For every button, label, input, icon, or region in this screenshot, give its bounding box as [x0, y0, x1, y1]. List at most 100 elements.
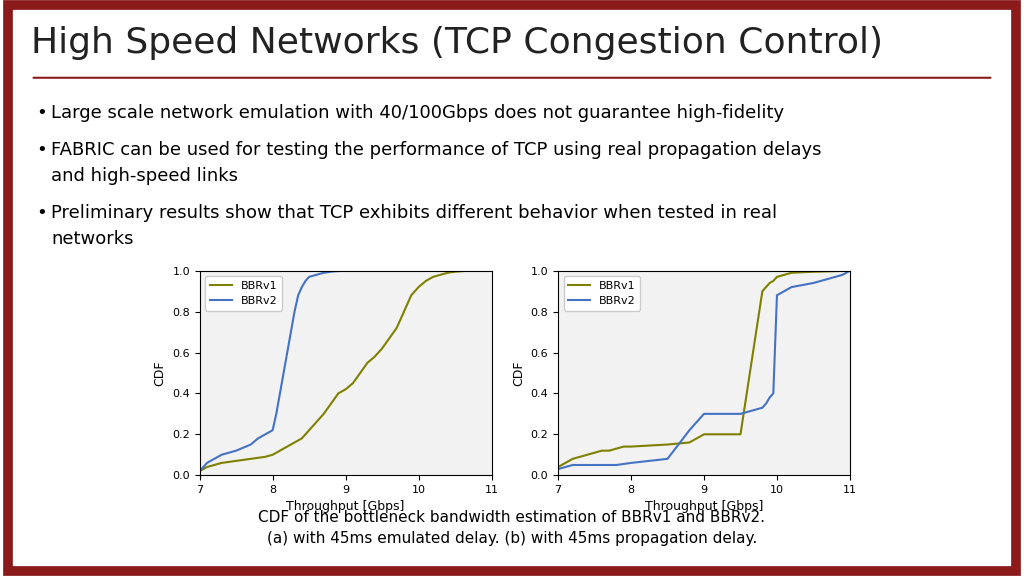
Line: BBRv1: BBRv1	[200, 271, 470, 471]
BBRv1	[687, 437, 699, 444]
BBRv1	[347, 380, 359, 386]
BBRv2	[610, 461, 623, 468]
BBRv1	[785, 270, 798, 276]
BBRv2	[778, 288, 791, 295]
BBRv2	[281, 349, 293, 356]
BBRv2	[837, 271, 849, 278]
BBRv2	[278, 370, 290, 377]
BBRv1	[596, 447, 608, 454]
BBRv1	[413, 283, 425, 290]
Text: •: •	[36, 204, 46, 222]
BBRv1	[807, 268, 819, 275]
BBRv2	[215, 452, 227, 458]
BBRv2	[690, 419, 702, 426]
BBRv1	[464, 267, 476, 274]
BBRv2	[340, 267, 352, 274]
BBRv2	[270, 410, 283, 417]
Line: BBRv1: BBRv1	[558, 271, 850, 467]
BBRv2	[201, 460, 213, 467]
BBRv1	[778, 271, 791, 278]
BBRv1	[332, 390, 344, 397]
Text: •: •	[36, 141, 46, 159]
BBRv1	[690, 435, 702, 442]
BBRv1	[296, 435, 308, 442]
BBRv2	[785, 283, 798, 290]
BBRv1	[771, 274, 783, 281]
BBRv2	[266, 427, 279, 434]
BBRv2	[273, 390, 286, 397]
BBRv2	[259, 431, 271, 438]
BBRv1	[289, 439, 301, 446]
BBRv2	[771, 292, 783, 299]
BBRv2	[252, 435, 264, 442]
Text: Large scale network emulation with 40/100Gbps does not guarantee high-fidelity: Large scale network emulation with 40/10…	[51, 104, 784, 122]
BBRv2	[332, 268, 344, 275]
BBRv1	[698, 431, 711, 438]
BBRv1	[230, 457, 243, 464]
Text: CDF of the bottleneck bandwidth estimation of BBRv1 and BBRv2.: CDF of the bottleneck bandwidth estimati…	[258, 510, 766, 525]
BBRv1	[198, 465, 210, 472]
BBRv2	[285, 328, 297, 335]
BBRv1	[273, 447, 286, 454]
BBRv2	[303, 274, 315, 281]
BBRv2	[734, 410, 746, 417]
BBRv1	[266, 452, 279, 458]
X-axis label: Throughput [Gbps]: Throughput [Gbps]	[645, 501, 763, 513]
BBRv2	[760, 400, 772, 407]
BBRv1	[844, 267, 856, 274]
BBRv2	[230, 447, 243, 454]
BBRv2	[844, 267, 856, 274]
BBRv2	[289, 308, 301, 315]
BBRv2	[822, 275, 835, 282]
BBRv1	[625, 443, 637, 450]
BBRv2	[683, 427, 695, 434]
BBRv1	[383, 335, 395, 342]
BBRv1	[398, 308, 411, 315]
BBRv1	[617, 443, 630, 450]
BBRv1	[354, 370, 367, 377]
BBRv2	[589, 461, 601, 468]
Y-axis label: CDF: CDF	[154, 360, 167, 386]
BBRv2	[194, 468, 206, 475]
Text: networks: networks	[51, 230, 134, 248]
BBRv1	[325, 400, 337, 407]
BBRv1	[559, 460, 571, 467]
BBRv1	[734, 431, 746, 438]
BBRv1	[317, 410, 330, 417]
BBRv2	[208, 456, 220, 463]
BBRv1	[603, 447, 615, 454]
BBRv2	[329, 268, 341, 275]
BBRv1	[245, 456, 257, 463]
BBRv2	[566, 461, 579, 468]
BBRv1	[340, 386, 352, 393]
BBRv2	[694, 415, 707, 422]
BBRv1	[376, 345, 388, 352]
BBRv1	[764, 279, 776, 286]
BBRv2	[336, 267, 348, 274]
BBRv2	[299, 278, 311, 285]
BBRv1	[215, 460, 227, 467]
BBRv1	[427, 274, 439, 281]
Legend: BBRv1, BBRv2: BBRv1, BBRv2	[563, 276, 640, 310]
BBRv1	[449, 268, 461, 275]
BBRv2	[245, 441, 257, 448]
X-axis label: Throughput [Gbps]: Throughput [Gbps]	[287, 501, 404, 513]
BBRv2	[310, 271, 323, 278]
Text: Preliminary results show that TCP exhibits different behavior when tested in rea: Preliminary results show that TCP exhibi…	[51, 204, 777, 222]
Text: (a) with 45ms emulated delay. (b) with 45ms propagation delay.: (a) with 45ms emulated delay. (b) with 4…	[267, 531, 757, 546]
Line: BBRv2: BBRv2	[200, 271, 346, 471]
BBRv2	[559, 464, 571, 471]
BBRv1	[281, 443, 293, 450]
BBRv1	[566, 456, 579, 463]
BBRv1	[760, 283, 772, 290]
BBRv2	[317, 270, 330, 276]
BBRv2	[767, 390, 779, 397]
BBRv2	[807, 279, 819, 286]
BBRv1	[390, 324, 402, 331]
BBRv1	[552, 464, 564, 471]
BBRv2	[198, 464, 210, 471]
BBRv1	[303, 427, 315, 434]
BBRv1	[582, 452, 594, 458]
Text: FABRIC can be used for testing the performance of TCP using real propagation del: FABRIC can be used for testing the perfo…	[51, 141, 821, 159]
Line: BBRv2: BBRv2	[558, 271, 850, 469]
